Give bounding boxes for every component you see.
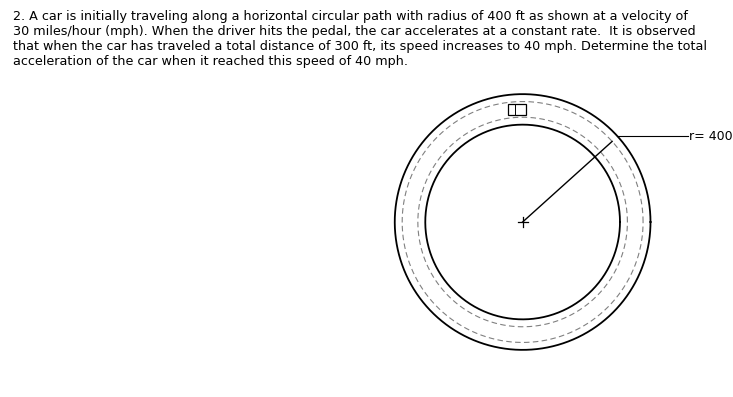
Text: 2. A car is initially traveling along a horizontal circular path with radius of : 2. A car is initially traveling along a … [13,10,707,68]
Text: r= 400 ft: r= 400 ft [689,130,733,143]
Bar [508,104,526,115]
